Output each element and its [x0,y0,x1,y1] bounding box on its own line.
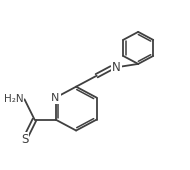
Text: N: N [51,93,60,103]
Text: H₂N: H₂N [4,94,24,104]
Text: N: N [112,61,121,74]
Text: S: S [21,133,28,146]
